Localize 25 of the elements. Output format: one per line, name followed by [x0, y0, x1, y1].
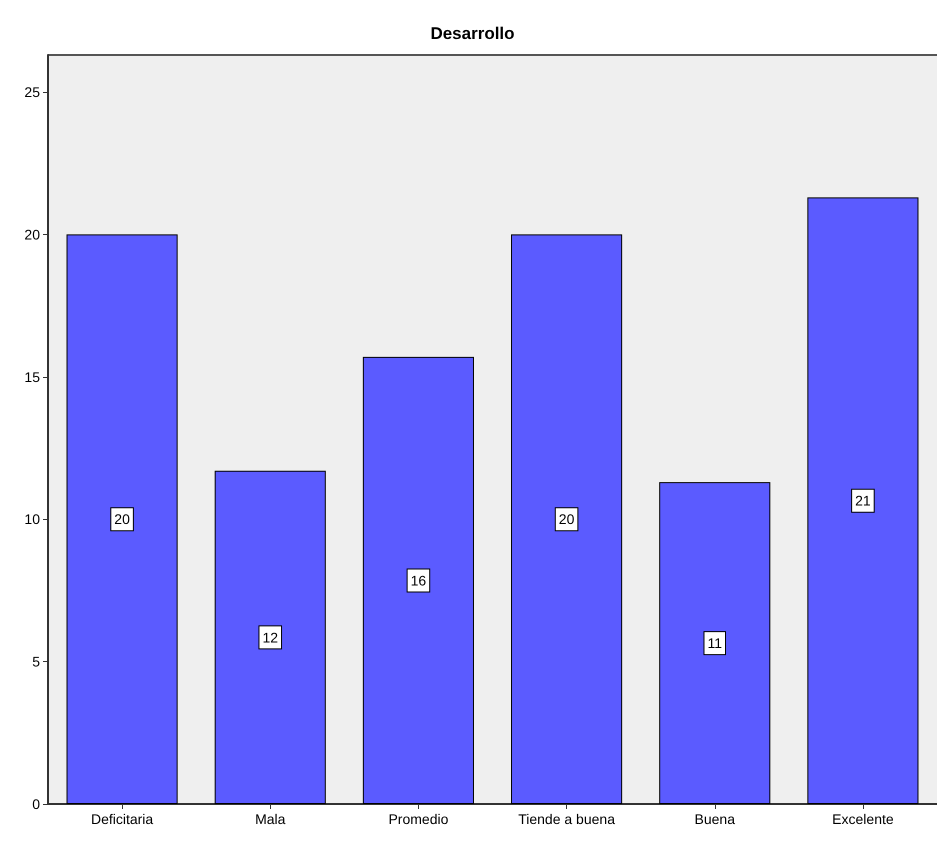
bar — [807, 197, 918, 804]
data-label: 20 — [114, 511, 130, 528]
y-tick-label: 20 — [24, 226, 40, 242]
chart-title: Desarrollo — [430, 24, 515, 43]
data-label: 12 — [262, 629, 278, 646]
y-tick-label: 25 — [24, 84, 40, 100]
y-tick-label: 5 — [32, 654, 40, 670]
data-label: 21 — [855, 492, 871, 509]
bar — [66, 234, 178, 804]
data-label: 16 — [410, 572, 426, 588]
data-label: 11 — [707, 635, 722, 652]
bar — [511, 234, 622, 804]
bar — [659, 482, 770, 804]
x-tick-label: Deficitaria — [90, 811, 154, 827]
y-tick-label: 15 — [24, 368, 40, 385]
bar — [362, 356, 474, 804]
x-tick-label: Buena — [694, 811, 736, 827]
x-tick-label: Tiende a buena — [518, 811, 616, 827]
y-tick-label: 0 — [32, 796, 40, 812]
x-tick-label: Excelente — [832, 811, 894, 827]
x-tick-label: Promedio — [388, 811, 449, 827]
data-label: 20 — [558, 511, 575, 528]
bar — [214, 470, 326, 804]
y-tick-label: 10 — [24, 511, 40, 528]
x-tick-label: Mala — [255, 811, 286, 827]
